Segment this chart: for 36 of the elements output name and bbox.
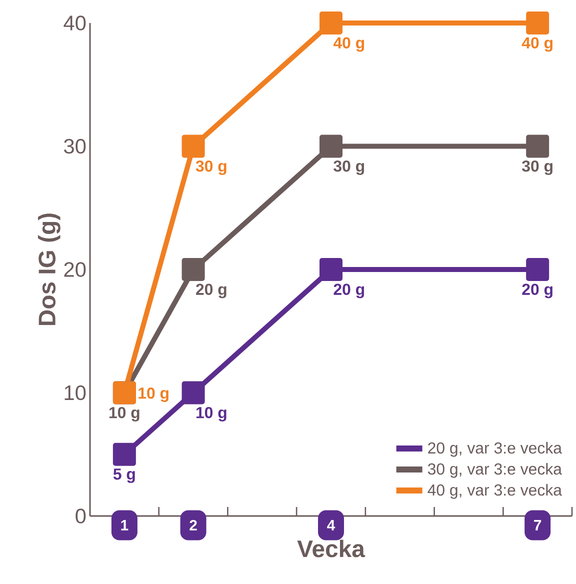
data-label: 20 g (196, 284, 226, 298)
data-label: 30 g (334, 160, 364, 175)
point (320, 11, 342, 34)
x-tick-label: 7 (534, 520, 542, 530)
y-tick-label: 30 (64, 138, 86, 154)
x-tick-label: 1 (121, 520, 128, 530)
y-axis-title: Dos IG (g) (38, 214, 60, 326)
x-tick-label: 4 (327, 520, 336, 530)
point (526, 258, 550, 281)
data-label: 40 g (333, 37, 364, 52)
legend-label: 20 g, var 3:e vecka (428, 442, 562, 457)
point (182, 258, 205, 281)
data-label: 10 g (109, 406, 140, 422)
data-label: 10 g (196, 406, 226, 422)
y-tick-label: 0 (76, 508, 86, 524)
data-label: 40 g (522, 37, 552, 52)
data-label: 20 g (522, 284, 552, 298)
data-label: 5 g (113, 468, 135, 483)
point (320, 258, 342, 281)
legend-label: 30 g, var 3:e vecka (428, 462, 562, 478)
data-label: 10 g (138, 388, 168, 402)
y-tick-label: 40 (64, 16, 86, 30)
y-tick-label: 10 (64, 385, 86, 400)
point (112, 442, 136, 466)
point (182, 134, 205, 158)
data-label: 30 g (522, 160, 552, 175)
point (526, 11, 550, 34)
point (320, 134, 342, 158)
data-label: 20 g (334, 284, 364, 298)
legend-label: 40 g, var 3:e vecka (428, 484, 562, 499)
data-label: 30 g (196, 160, 226, 175)
x-tick-label: 2 (190, 520, 197, 530)
point (182, 381, 205, 404)
x-axis-title: Vecka (297, 540, 366, 558)
y-tick-label: 20 (64, 262, 86, 277)
point (526, 134, 550, 158)
